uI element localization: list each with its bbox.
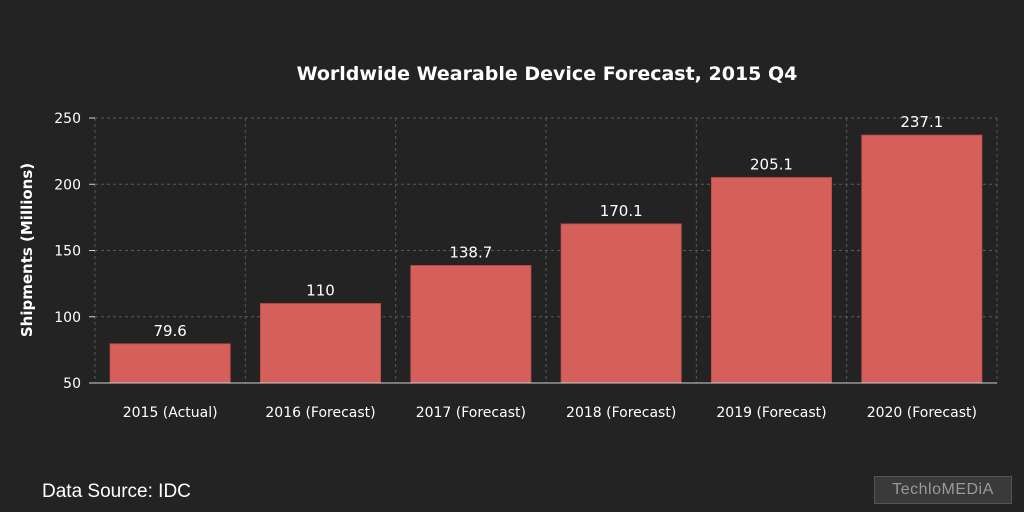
bar <box>109 343 231 384</box>
data-source-note: Data Source: IDC <box>42 481 191 502</box>
bar <box>710 177 833 384</box>
y-tick-labels: 50 100 150 200 250 <box>54 111 95 392</box>
bar-value-label: 170.1 <box>600 202 643 220</box>
bar-value-label: 110 <box>306 282 335 300</box>
bar-value-label: 79.6 <box>153 322 186 340</box>
x-tick-label: 2019 (Forecast) <box>716 405 826 421</box>
x-tick-label: 2017 (Forecast) <box>416 405 526 421</box>
bar-value-label: 237.1 <box>900 113 943 131</box>
y-axis-label: Shipments (Millions) <box>18 163 36 337</box>
bars <box>109 134 983 384</box>
x-tick-label: 2018 (Forecast) <box>566 405 676 421</box>
y-tick-label: 50 <box>63 376 81 392</box>
bar <box>410 265 532 384</box>
x-tick-labels: 2015 (Actual) 2016 (Forecast) 2017 (Foreca… <box>123 405 977 421</box>
bar <box>259 303 382 384</box>
x-tick-label: 2015 (Actual) <box>123 405 218 421</box>
chart-title: Worldwide Wearable Device Forecast, 2015… <box>297 63 798 85</box>
bar <box>560 223 682 384</box>
y-tick-label: 150 <box>54 244 81 260</box>
brand-logo: TechloMEDiA <box>874 476 1012 504</box>
y-tick-label: 100 <box>54 310 81 326</box>
y-tick-label: 250 <box>54 111 81 127</box>
x-tick-label: 2016 (Forecast) <box>265 405 375 421</box>
bar-value-label: 205.1 <box>750 155 793 173</box>
bar-value-label: 138.7 <box>449 243 492 261</box>
x-tick-label: 2020 (Forecast) <box>867 405 977 421</box>
bar <box>861 134 983 384</box>
y-tick-label: 200 <box>54 177 81 193</box>
data-labels: 79.6 110 138.7 170.1 205.1 237.1 <box>153 113 943 340</box>
